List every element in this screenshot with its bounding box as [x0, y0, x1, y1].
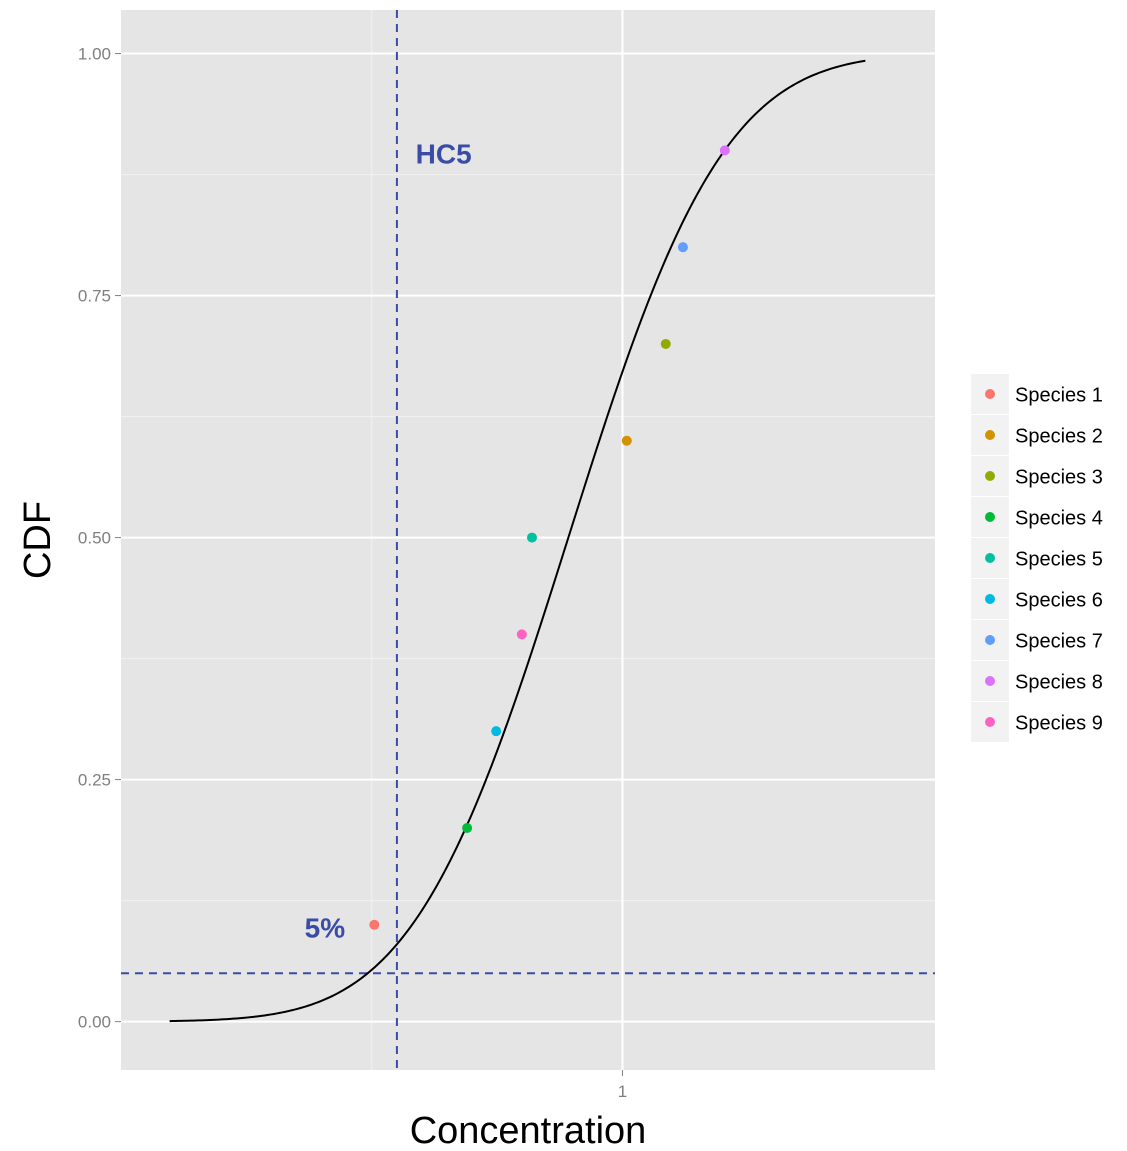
annotation-hc5: HC5: [416, 138, 472, 169]
point-species-9: [516, 629, 527, 640]
point-species-5: [526, 532, 537, 543]
y-tick-label-3: 0.75: [78, 287, 111, 306]
point-species-4: [462, 822, 473, 833]
point-species-7: [677, 242, 688, 253]
point-species-2: [621, 435, 632, 446]
legend-label-7: Species 7: [1015, 631, 1103, 653]
y-tick-label-2: 0.50: [78, 529, 111, 548]
reference-lines: [121, 10, 935, 1070]
point-species-1: [369, 919, 380, 930]
annotations: HC5 5%: [305, 138, 472, 943]
point-species-8: [719, 145, 730, 156]
legend-label-8: Species 8: [1015, 672, 1103, 694]
legend-swatch-1: [985, 389, 995, 399]
x-axis-title: Concentration: [410, 1110, 647, 1151]
x-tick-label-0: 1: [618, 1082, 627, 1101]
legend-label-5: Species 5: [1015, 549, 1103, 571]
legend-label-1: Species 1: [1015, 385, 1103, 407]
cdf-curve: [169, 59, 866, 1023]
point-species-3: [660, 338, 671, 349]
legend-swatch-6: [985, 594, 995, 604]
point-species-6: [491, 726, 502, 737]
legend-label-6: Species 6: [1015, 590, 1103, 612]
y-axis-ticks: 0.00 0.25 0.50 0.75 1.00: [78, 45, 121, 1032]
legend-swatch-3: [985, 471, 995, 481]
data-points: [369, 145, 730, 930]
legend-swatch-4: [985, 512, 995, 522]
legend-swatch-9: [985, 717, 995, 727]
annotation-five-percent: 5%: [305, 913, 346, 944]
legend-label-3: Species 3: [1015, 467, 1103, 489]
legend-label-9: Species 9: [1015, 713, 1103, 735]
y-tick-label-1: 0.25: [78, 771, 111, 790]
legend-swatch-2: [985, 430, 995, 440]
legend-swatch-5: [985, 553, 995, 563]
y-tick-label-0: 0.00: [78, 1013, 111, 1032]
legend-label-4: Species 4: [1015, 508, 1103, 530]
grid-minor: [121, 10, 935, 1070]
legend-swatch-8: [985, 676, 995, 686]
y-tick-label-4: 1.00: [78, 45, 111, 64]
legend-label-2: Species 2: [1015, 426, 1103, 448]
legend-swatch-7: [985, 635, 995, 645]
y-axis-title: CDF: [17, 501, 59, 579]
grid-major: [121, 10, 935, 1070]
x-axis-ticks: 1: [618, 1070, 627, 1101]
legend: Species 1 Species 2 Species 3 Species 4 Spec…: [971, 374, 1103, 742]
